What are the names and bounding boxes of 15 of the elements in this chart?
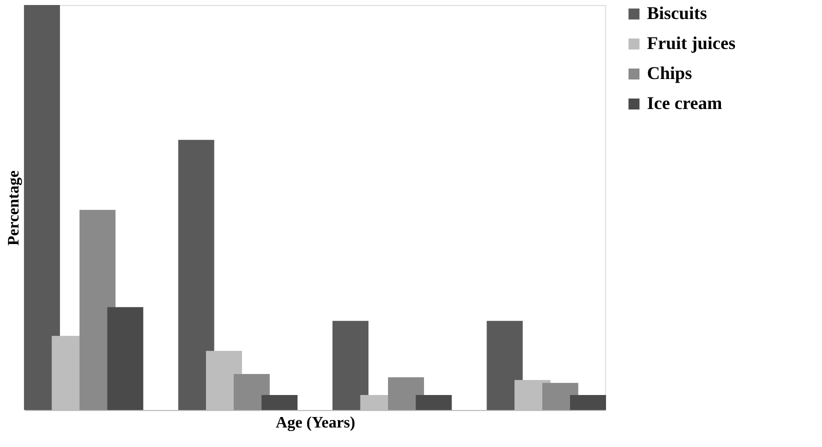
bar: [178, 140, 214, 410]
legend-label: Biscuits: [647, 3, 708, 23]
bar: [107, 307, 144, 410]
legend-label: Ice cream: [647, 93, 722, 113]
legend-label: Fruit juices: [647, 33, 736, 53]
y-axis-title: Percentage: [6, 170, 22, 246]
bar: [486, 320, 523, 410]
bar: [234, 374, 270, 410]
x-axis-title: Age (Years): [276, 414, 356, 432]
bar: [262, 395, 298, 410]
bar: [570, 395, 606, 410]
bar: [416, 395, 452, 410]
legend-label: Chips: [647, 63, 692, 83]
bar: [24, 5, 60, 410]
bar: [332, 320, 368, 410]
